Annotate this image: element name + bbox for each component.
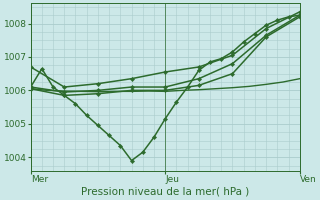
X-axis label: Pression niveau de la mer( hPa ): Pression niveau de la mer( hPa ) <box>81 187 249 197</box>
